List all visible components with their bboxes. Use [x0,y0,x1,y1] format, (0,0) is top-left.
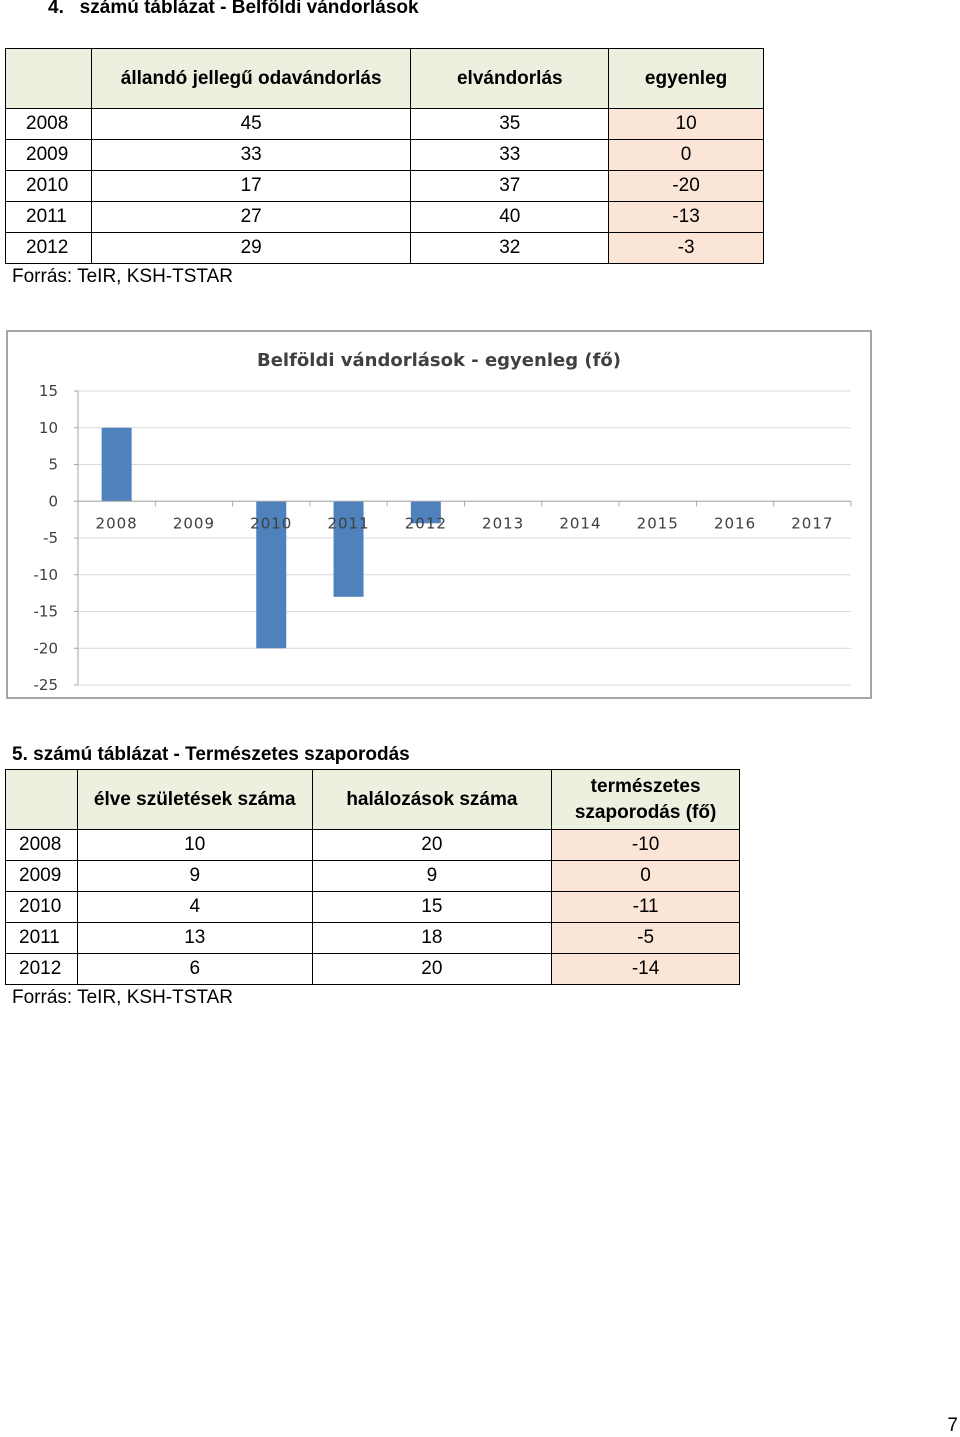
cell-balance: -3 [608,232,764,264]
cell-natural-increase: 0 [551,860,740,892]
cell-year: 2011 [5,922,78,954]
cell-year: 2008 [5,108,92,140]
bar-2010 [256,501,287,649]
cell-balance: -13 [608,201,764,233]
cell-year: 2012 [5,953,78,985]
y-tick-label: 0 [48,492,58,510]
cell-year: 2012 [5,232,92,264]
table1-caption: 4. számú táblázat - Belföldi vándorlások [48,0,419,18]
cell-deaths: 20 [311,953,553,985]
cell-deaths: 20 [311,829,553,861]
cell-natural-increase: -14 [551,953,740,985]
x-tick-label: 2010 [250,514,292,532]
page-number: 7 [947,1415,958,1436]
y-tick-label: -25 [34,676,59,694]
cell-births: 6 [76,953,313,985]
cell-out-migration: 40 [410,201,610,233]
cell-deaths: 15 [311,891,553,923]
cell-out-migration: 33 [410,139,610,171]
table2-caption: 5. számú táblázat - Természetes szaporod… [12,744,410,765]
x-tick-label: 2013 [482,514,524,532]
header-births: élve születések száma [76,769,313,830]
cell-year: 2008 [5,829,78,861]
x-tick-label: 2016 [714,514,756,532]
header-deaths: halálozások száma [311,769,553,830]
table-header-row: élve születések száma halálozások száma … [5,769,740,830]
table1-source: Forrás: TeIR, KSH-TSTAR [12,266,233,287]
bar-2008 [101,427,132,502]
cell-year: 2011 [5,201,92,233]
x-tick-label: 2014 [559,514,601,532]
cell-balance: 10 [608,108,764,140]
cell-natural-increase: -10 [551,829,740,861]
cell-in-migration: 27 [90,201,412,233]
table-row: 2008 10 20 -10 [5,829,740,861]
cell-births: 13 [76,922,313,954]
bar-2012 [410,501,441,524]
cell-births: 4 [76,891,313,923]
table-row: 2009 9 9 0 [5,860,740,892]
cell-natural-increase: -11 [551,891,740,923]
cell-year: 2010 [5,891,78,923]
cell-year: 2010 [5,170,92,202]
table-row: 2008 45 35 10 [5,108,764,140]
cell-births: 9 [76,860,313,892]
header-out-migration: elvándorlás [410,48,610,109]
cell-deaths: 18 [311,922,553,954]
y-tick-label: -10 [34,566,59,584]
x-tick-label: 2008 [96,514,138,532]
x-tick-label: 2015 [637,514,679,532]
y-tick-label: 10 [39,419,58,437]
x-tick-label: 2009 [173,514,215,532]
cell-out-migration: 32 [410,232,610,264]
natural-increase-table: élve születések száma halálozások száma … [5,769,740,985]
cell-in-migration: 33 [90,139,412,171]
cell-balance: -20 [608,170,764,202]
table-row: 2012 6 20 -14 [5,953,740,985]
header-year [5,48,92,109]
header-balance: egyenleg [608,48,764,109]
y-tick-label: -20 [34,639,59,657]
table-row: 2010 4 15 -11 [5,891,740,923]
y-tick-label: 15 [39,382,58,400]
cell-out-migration: 37 [410,170,610,202]
chart-title: Belföldi vándorlások - egyenleg (fő) [257,350,621,371]
table-row: 2012 29 32 -3 [5,232,764,264]
table-header-row: állandó jellegű odavándorlás elvándorlás… [5,48,764,109]
y-tick-label: 5 [48,456,58,474]
bar-2011 [333,501,364,597]
cell-out-migration: 35 [410,108,610,140]
cell-births: 10 [76,829,313,861]
x-tick-label: 2012 [405,514,447,532]
cell-natural-increase: -5 [551,922,740,954]
cell-deaths: 9 [311,860,553,892]
cell-year: 2009 [5,860,78,892]
x-tick-label: 2011 [327,514,369,532]
header-in-migration: állandó jellegű odavándorlás [90,48,412,109]
cell-in-migration: 29 [90,232,412,264]
table-row: 2010 17 37 -20 [5,170,764,202]
x-tick-label: 2017 [791,514,833,532]
header-year [5,769,78,830]
header-natural-increase: természetes szaporodás (fő) [551,769,740,830]
table-row: 2011 13 18 -5 [5,922,740,954]
table-row: 2009 33 33 0 [5,139,764,171]
cell-in-migration: 17 [90,170,412,202]
balance-chart: Belföldi vándorlások - egyenleg (fő) 15 10… [6,330,872,699]
balance-chart-svg: Belföldi vándorlások - egyenleg (fő) 15 10… [34,350,852,694]
cell-year: 2009 [5,139,92,171]
cell-balance: 0 [608,139,764,171]
cell-in-migration: 45 [90,108,412,140]
y-tick-label: -15 [34,603,59,621]
table2-source: Forrás: TeIR, KSH-TSTAR [12,987,233,1008]
migration-table: állandó jellegű odavándorlás elvándorlás… [5,48,764,264]
y-tick-label: -5 [43,529,58,547]
table-row: 2011 27 40 -13 [5,201,764,233]
